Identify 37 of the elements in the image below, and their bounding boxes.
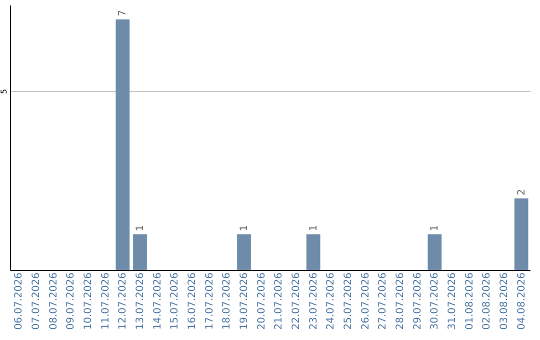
x-tick-label: 11.07.2026 xyxy=(100,272,112,330)
x-tick-label: 09.07.2026 xyxy=(66,272,77,330)
x-tick-label: 04.08.2026 xyxy=(516,272,528,330)
x-tick-label: 02.08.2026 xyxy=(482,272,493,330)
x-tick-label: 14.07.2026 xyxy=(152,272,164,330)
x-tick-label: 30.07.2026 xyxy=(430,272,441,330)
x-tick-label: 23.07.2026 xyxy=(308,272,320,330)
x-tick-label: 10.07.2026 xyxy=(83,272,94,330)
x-tick-label: 15.07.2026 xyxy=(170,272,181,330)
x-tick-label: 21.07.2026 xyxy=(274,272,285,330)
x-tick-label: 08.07.2026 xyxy=(48,272,60,330)
x-tick-label: 20.07.2026 xyxy=(256,272,268,330)
data-label: 1 xyxy=(308,224,320,232)
x-tick-label: 13.07.2026 xyxy=(135,272,146,330)
x-tick-label: 17.07.2026 xyxy=(204,272,216,330)
data-label: 1 xyxy=(135,224,146,232)
x-tick-label: 29.07.2026 xyxy=(412,272,424,330)
x-tick-label: 12.07.2026 xyxy=(118,272,129,330)
data-label: 1 xyxy=(239,224,250,232)
x-tick-label: 22.07.2026 xyxy=(291,272,302,330)
data-label: 7 xyxy=(118,10,129,16)
x-tick-label: 19.07.2026 xyxy=(239,272,250,330)
x-tick-label: 01.08.2026 xyxy=(464,272,476,330)
y-tick-label: 5 xyxy=(0,88,8,94)
x-tick-label: 24.07.2026 xyxy=(326,272,337,330)
x-tick-label: 26.07.2026 xyxy=(360,272,372,330)
x-tick-label: 27.07.2026 xyxy=(378,272,389,330)
x-tick-label: 18.07.2026 xyxy=(222,272,233,330)
data-label: 2 xyxy=(516,189,528,196)
x-tick-label: 28.07.2026 xyxy=(395,272,406,330)
x-tick-label: 25.07.2026 xyxy=(343,272,354,330)
x-tick-label: 16.07.2026 xyxy=(187,272,198,330)
x-tick-label: 07.07.2026 xyxy=(31,272,42,330)
x-tick-label: 03.08.2026 xyxy=(499,272,510,330)
data-label: 1 xyxy=(430,224,441,232)
x-tick-label: 31.07.2026 xyxy=(447,272,458,330)
x-tick-label: 06.07.2026 xyxy=(14,272,25,330)
